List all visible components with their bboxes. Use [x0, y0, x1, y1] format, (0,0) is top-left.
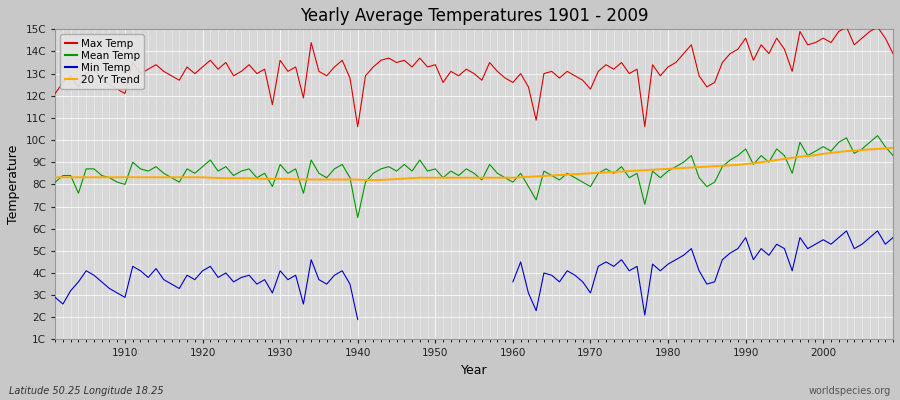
Y-axis label: Temperature: Temperature: [7, 145, 20, 224]
Text: Latitude 50.25 Longitude 18.25: Latitude 50.25 Longitude 18.25: [9, 386, 164, 396]
Title: Yearly Average Temperatures 1901 - 2009: Yearly Average Temperatures 1901 - 2009: [300, 7, 648, 25]
Text: worldspecies.org: worldspecies.org: [809, 386, 891, 396]
Legend: Max Temp, Mean Temp, Min Temp, 20 Yr Trend: Max Temp, Mean Temp, Min Temp, 20 Yr Tre…: [60, 34, 145, 89]
X-axis label: Year: Year: [461, 364, 488, 377]
